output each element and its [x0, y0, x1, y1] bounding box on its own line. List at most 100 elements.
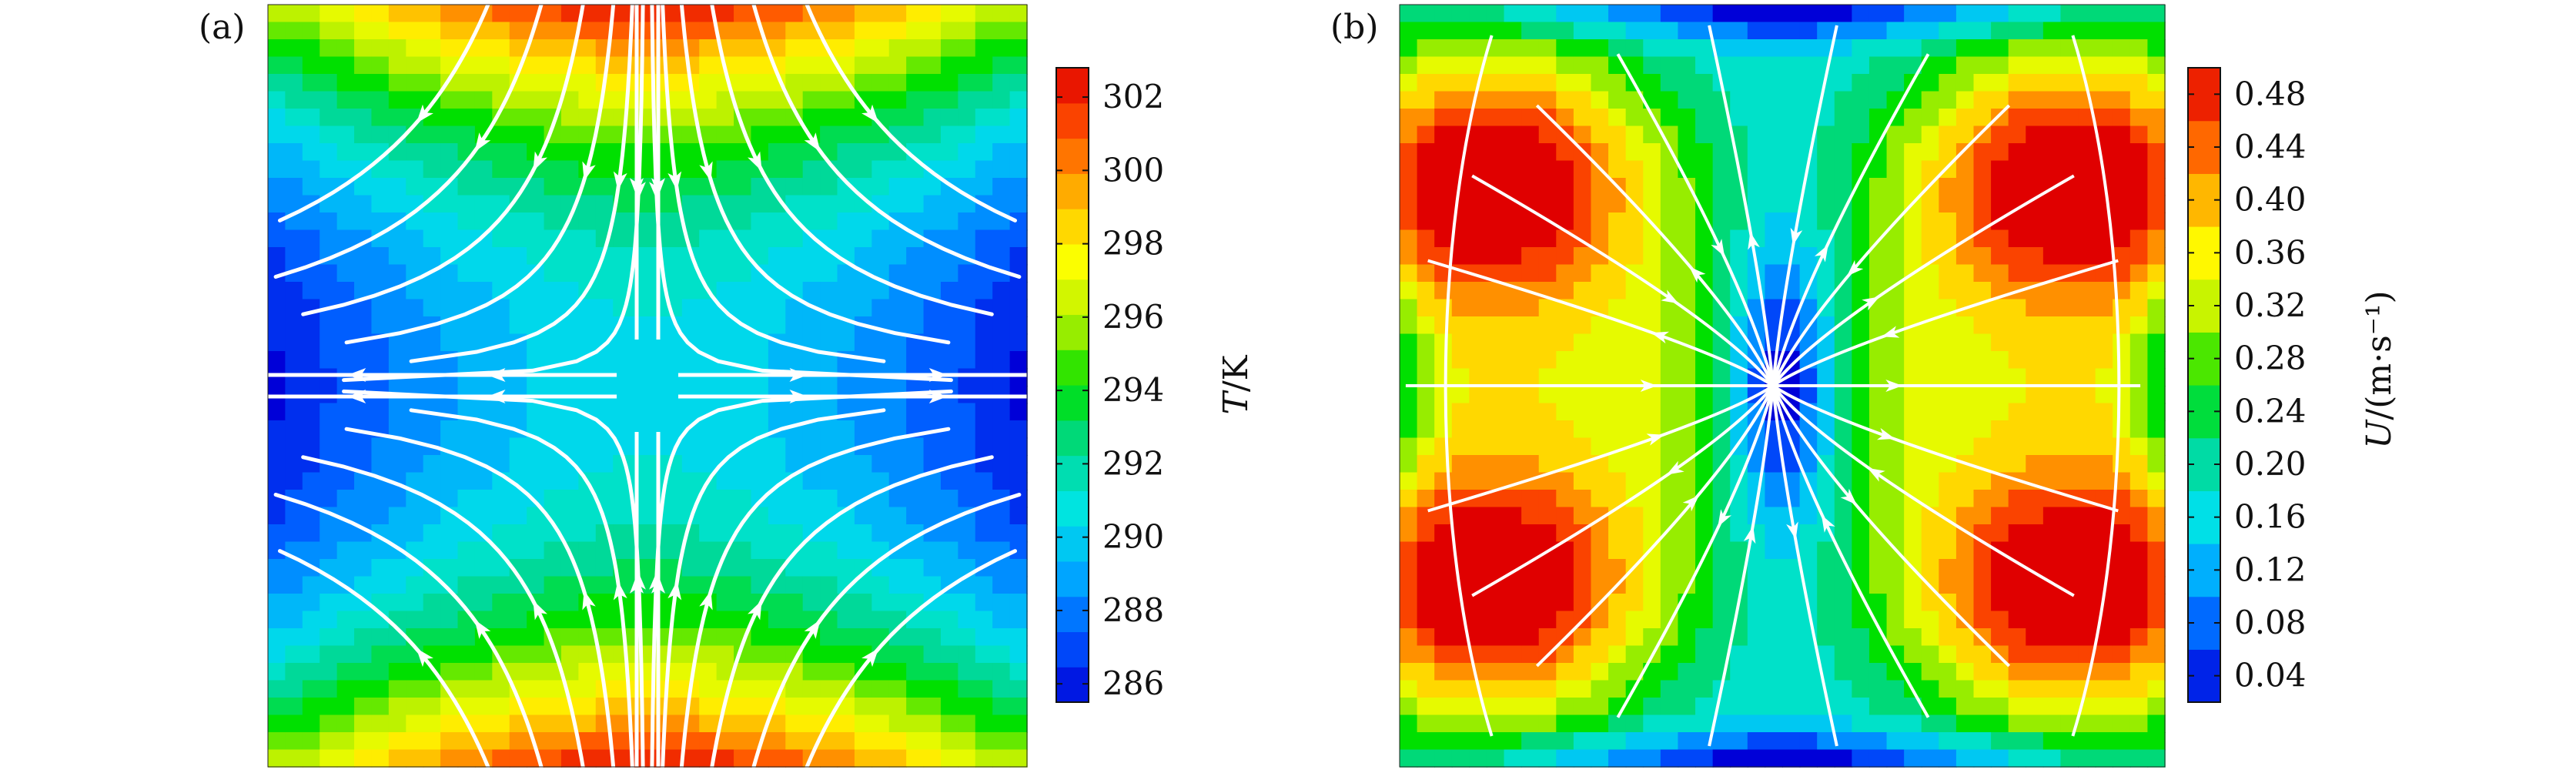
heatmap-cell — [371, 39, 390, 58]
heatmap-cell — [336, 594, 355, 612]
heatmap-cell — [975, 611, 993, 629]
heatmap-cell — [1886, 507, 1905, 525]
heatmap-cell — [492, 559, 510, 577]
heatmap-cell — [785, 455, 804, 474]
heatmap-cell — [544, 160, 562, 179]
heatmap-cell — [1538, 22, 1557, 40]
heatmap-cell — [388, 455, 407, 474]
streamline-arrow — [1646, 433, 1664, 446]
heatmap-cell — [492, 39, 510, 58]
heatmap-cell — [1538, 125, 1557, 144]
heatmap-cell — [2147, 714, 2166, 733]
heatmap-cell — [2026, 507, 2044, 525]
heatmap-cell — [992, 178, 1011, 196]
heatmap-cell — [906, 39, 925, 58]
heatmap-cell — [1625, 420, 1644, 439]
heatmap-cell — [2147, 420, 2166, 439]
heatmap-cell — [2042, 594, 2062, 612]
heatmap-cell — [751, 698, 769, 716]
heatmap-cell — [371, 299, 390, 317]
heatmap-cell — [2078, 195, 2096, 213]
heatmap-cell — [1434, 403, 1453, 421]
heatmap-cell — [1904, 5, 1922, 23]
heatmap-cell — [578, 507, 597, 525]
colorbar-swatch — [1056, 490, 1089, 527]
heatmap-cell — [2008, 437, 2027, 456]
heatmap-cell — [1886, 125, 1905, 144]
heatmap-cell — [1991, 264, 2009, 283]
heatmap-cell — [734, 264, 752, 283]
heatmap-cell — [734, 663, 752, 681]
heatmap-cell — [2042, 698, 2062, 716]
heatmap-cell — [2078, 594, 2096, 612]
heatmap-cell — [1469, 594, 1487, 612]
heatmap-cell — [1591, 316, 1609, 335]
heatmap-cell — [474, 316, 493, 335]
heatmap-cell — [1782, 125, 1801, 144]
heatmap-cell — [785, 732, 804, 751]
heatmap-cell — [1730, 39, 1748, 58]
heatmap-cell — [1834, 524, 1853, 543]
heatmap-cell — [1451, 178, 1470, 196]
heatmap-cell — [2129, 178, 2149, 196]
heatmap-cell — [578, 524, 597, 543]
heatmap-cell — [906, 22, 925, 40]
heatmap-cell — [1417, 39, 1435, 58]
heatmap-cell — [1608, 229, 1627, 248]
heatmap-cell — [354, 56, 373, 75]
heatmap-cell — [1747, 91, 1766, 109]
heatmap-cell — [595, 559, 614, 577]
heatmap-cell — [2008, 74, 2027, 92]
heatmap-cell — [474, 559, 493, 577]
heatmap-cell — [2060, 507, 2079, 525]
heatmap-cell — [1712, 143, 1731, 162]
heatmap-cell — [1556, 264, 1574, 283]
heatmap-cell — [906, 299, 925, 317]
heatmap-cell — [354, 351, 373, 370]
heatmap-cell — [992, 299, 1011, 317]
heatmap-cell — [1573, 91, 1592, 109]
heatmap-cell — [802, 490, 821, 508]
heatmap-cell — [1486, 559, 1505, 577]
plot-frame-b — [1399, 4, 2166, 768]
heatmap-cell — [1782, 680, 1801, 698]
heatmap-cell — [664, 264, 683, 283]
heatmap-cell — [2026, 143, 2044, 162]
heatmap-cell — [699, 368, 718, 386]
heatmap-cell — [285, 680, 303, 698]
heatmap-cell — [544, 282, 562, 300]
heatmap-cell — [1556, 282, 1574, 300]
heatmap-cell — [1730, 698, 1748, 716]
heatmap-cell — [992, 732, 1011, 751]
heatmap-cell — [716, 109, 734, 127]
heatmap-cell — [1625, 749, 1644, 768]
heatmap-cell — [1886, 178, 1905, 196]
heatmap-cell — [2042, 160, 2062, 179]
heatmap-cell — [509, 299, 527, 317]
heatmap-cell — [940, 680, 959, 698]
heatmap-cell — [268, 714, 286, 733]
heatmap-cell — [854, 5, 873, 23]
heatmap-cell — [336, 212, 355, 231]
heatmap-cell — [975, 125, 993, 144]
heatmap-cell — [1521, 143, 1540, 162]
heatmap-cell — [423, 507, 441, 525]
heatmap-cell — [1904, 143, 1922, 162]
heatmap-cell — [354, 437, 373, 456]
heatmap-cell — [1643, 507, 1661, 525]
heatmap-cell — [2026, 455, 2044, 474]
heatmap-cell — [578, 541, 597, 560]
heatmap-cell — [319, 22, 338, 40]
heatmap-cell — [560, 160, 580, 179]
streamline-arrow — [1790, 227, 1803, 246]
heatmap-cell — [406, 39, 424, 58]
heatmap-cell — [1417, 299, 1435, 317]
heatmap-cell — [527, 195, 545, 213]
heatmap-cell — [509, 732, 527, 751]
heatmap-cell — [1695, 229, 1714, 248]
heatmap-cell — [888, 437, 907, 456]
heatmap-cell — [1939, 645, 1957, 664]
heatmap-cell — [1608, 212, 1627, 231]
heatmap-cell — [940, 472, 959, 490]
heatmap-cell — [457, 178, 476, 196]
